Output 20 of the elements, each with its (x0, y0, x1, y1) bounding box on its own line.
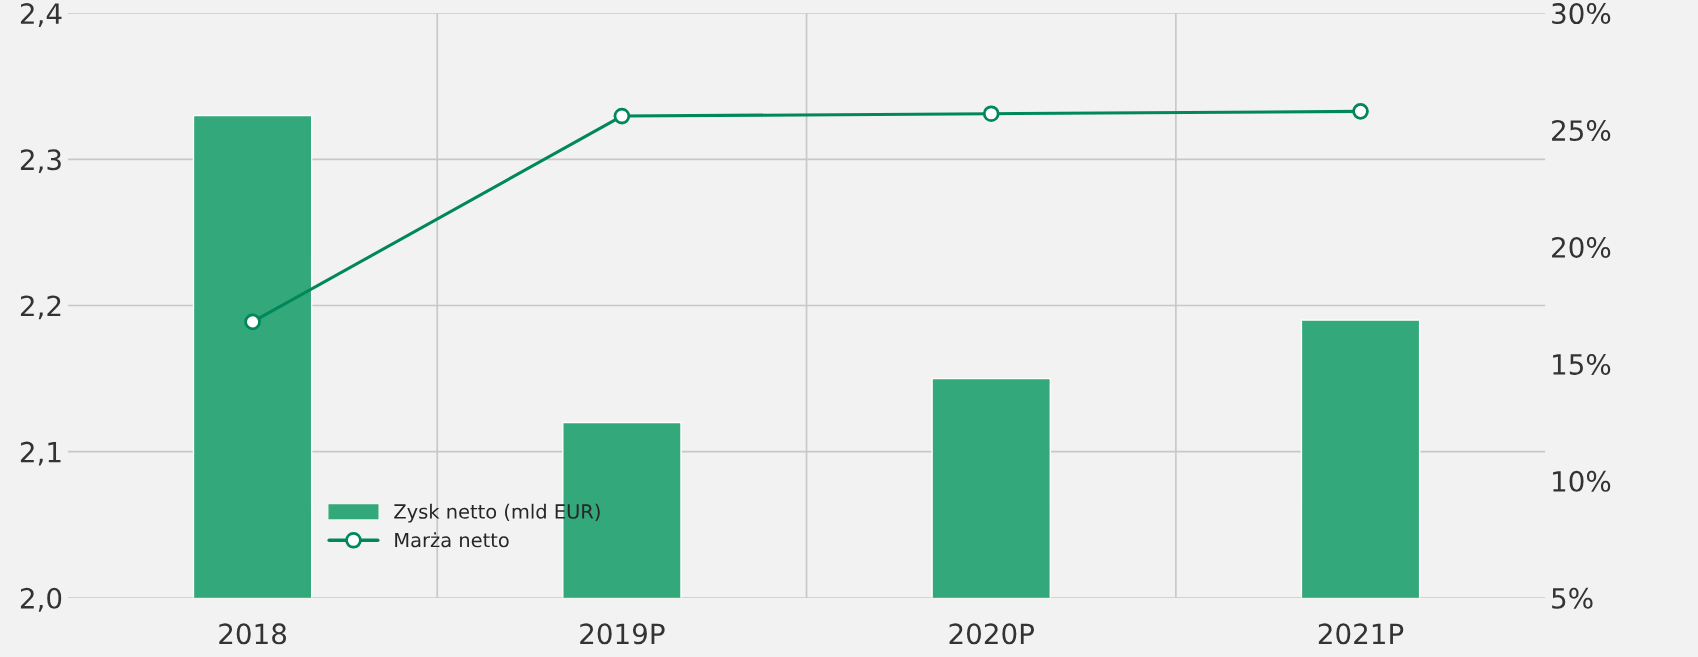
legend-label: Marża netto (395, 532, 509, 548)
x-tick-label: 2019P (580, 623, 665, 645)
y-tick-label: 2,3 (20, 149, 61, 174)
point (613, 107, 631, 125)
y2-tick-label: 15% (1553, 353, 1611, 375)
y2-tick-label: 20% (1552, 236, 1611, 258)
x-tick-label: 2021P (1318, 623, 1404, 645)
y2-tick-label: 5% (1552, 587, 1593, 609)
y-tick-label: 2,1 (20, 441, 61, 466)
point (982, 105, 1000, 123)
point (244, 313, 261, 331)
x-tick-label: 2020P (949, 623, 1034, 645)
y2-tick-label: 30% (1552, 3, 1611, 25)
x-tick-label: 2018 (219, 623, 287, 645)
point (1352, 103, 1369, 120)
y2-tick-label: 25% (1552, 120, 1611, 142)
y-tick-label: 2,0 (20, 587, 62, 612)
y-tick-label: 2,4 (20, 3, 62, 27)
y2-tick-label: 10% (1553, 470, 1611, 492)
y-tick-label: 2,2 (20, 295, 61, 320)
